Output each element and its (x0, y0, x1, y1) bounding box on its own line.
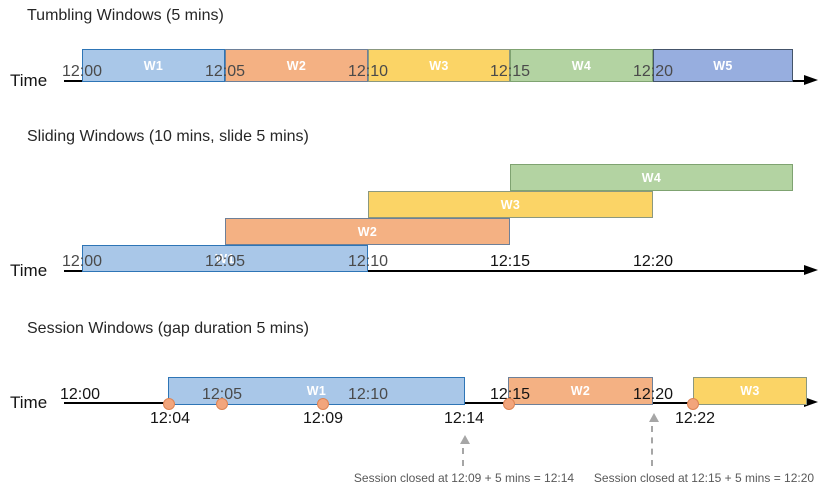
session-time-axis-label: Time (10, 393, 48, 412)
sliding-window-w3: W3 (368, 191, 653, 218)
event-time-label: 12:14 (443, 410, 485, 427)
time-tick-label: 12:15 (489, 386, 531, 403)
time-tick-label: 12:15 (489, 253, 531, 270)
window-label: W1 (215, 251, 235, 266)
event-time-label: 12:22 (674, 410, 716, 427)
window-label: W4 (571, 58, 592, 73)
time-tick-label: 12:20 (632, 63, 674, 80)
time-tick-label: 12:05 (204, 63, 246, 80)
window-label: W3 (500, 197, 521, 212)
sliding-time-axis-label: Time (10, 261, 48, 280)
time-tick-label: 12:20 (632, 386, 674, 403)
event-dot (317, 398, 329, 410)
time-tick-label: 12:20 (632, 253, 674, 270)
event-time-label: 12:04 (149, 410, 191, 427)
window-label: W3 (740, 384, 760, 398)
event-dot (163, 398, 175, 410)
time-tick-label: 12:00 (61, 253, 103, 270)
sliding-window-w1: W1 (82, 245, 368, 272)
event-time-label: 12:09 (302, 410, 344, 427)
sliding-axis-arrowhead-icon (804, 265, 818, 275)
session-axis-arrowhead-icon (804, 397, 818, 407)
session-close-annotation: Session closed at 12:15 + 5 mins = 12:20 (593, 471, 815, 485)
tumbling-window-w4: W4 (510, 49, 653, 82)
sliding-window-w2: W2 (225, 218, 510, 245)
time-tick-label: 12:05 (201, 386, 243, 403)
session-close-dashed-line (651, 426, 653, 466)
session-close-dashed-line (462, 448, 464, 466)
tumbling-window-w1: W1 (82, 49, 225, 82)
event-dot (216, 398, 228, 410)
arrow-up-icon (649, 413, 659, 422)
time-tick-label: 12:05 (204, 253, 246, 270)
time-tick-label: 12:10 (347, 253, 389, 270)
sliding-window-w4: W4 (510, 164, 793, 191)
tumbling-window-w2: W2 (225, 49, 368, 82)
time-tick-label: 12:00 (61, 63, 103, 80)
time-tick-label: 12:10 (347, 63, 389, 80)
session-close-annotation: Session closed at 12:09 + 5 mins = 12:14 (353, 471, 575, 485)
tumbling-axis-arrowhead-icon (804, 75, 818, 85)
session-title: Session Windows (gap duration 5 mins) (27, 320, 309, 337)
event-dot (503, 398, 515, 410)
event-dot (687, 398, 699, 410)
sliding-title: Sliding Windows (10 mins, slide 5 mins) (27, 128, 309, 145)
time-tick-label: 12:00 (59, 386, 101, 403)
arrow-up-icon (460, 435, 470, 444)
time-tick-label: 12:15 (489, 63, 531, 80)
tumbling-title: Tumbling Windows (5 mins) (27, 7, 224, 24)
window-label: W5 (713, 58, 733, 73)
tumbling-window-w3: W3 (368, 49, 510, 82)
window-label: W4 (641, 170, 662, 185)
window-label: W1 (143, 58, 164, 73)
window-label: W2 (286, 58, 307, 73)
window-label: W2 (357, 224, 378, 239)
time-tick-label: 12:10 (347, 386, 389, 403)
tumbling-time-axis-label: Time (10, 71, 48, 90)
window-label: W2 (570, 384, 591, 398)
session-window-w2: W2 (508, 377, 653, 405)
sliding-axis-line (64, 270, 805, 272)
tumbling-window-w5: W5 (653, 49, 793, 82)
window-label: W3 (429, 58, 449, 73)
window-label: W1 (306, 384, 327, 398)
session-window-w3: W3 (693, 377, 807, 405)
